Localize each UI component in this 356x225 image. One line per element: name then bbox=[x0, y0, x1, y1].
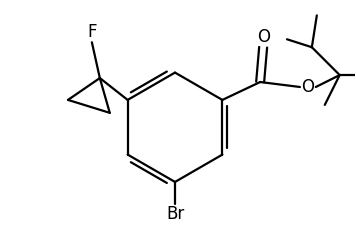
Text: Br: Br bbox=[166, 205, 184, 223]
Text: F: F bbox=[87, 23, 96, 41]
Text: O: O bbox=[302, 78, 314, 96]
Text: O: O bbox=[257, 28, 269, 46]
